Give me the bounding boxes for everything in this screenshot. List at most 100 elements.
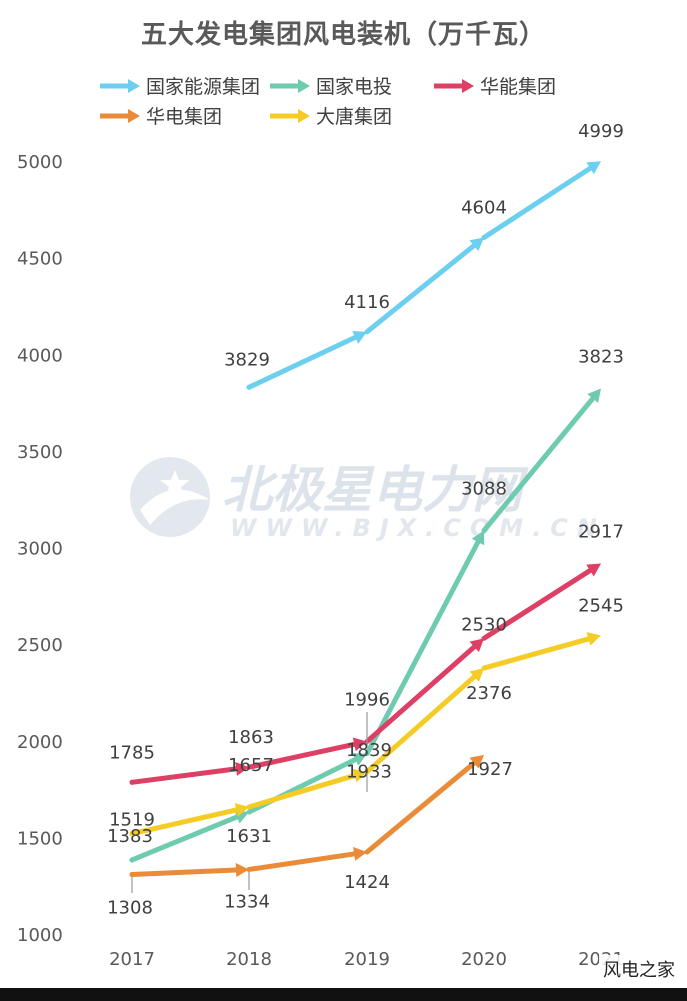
series-start-point [129,831,135,837]
series-arrow-marker [352,768,367,783]
y-tick-label: 4500 [17,249,63,270]
series-arrow-marker [587,388,601,403]
corner-source-label: 风电之家 [599,955,679,983]
legend-arrow-icon [298,79,310,93]
bottom-bar [0,988,687,1001]
legend-item: 国家电投 [270,76,392,98]
data-label: 1631 [226,826,272,847]
watermark-emblem [130,457,210,537]
series-arrow-marker [471,530,485,546]
series-segment [246,334,358,390]
series-segment [364,243,477,335]
y-tick-label: 5000 [17,152,63,173]
y-tick-label: 2500 [17,635,63,656]
series-arrow-marker [469,237,484,252]
legend-arrow-icon [462,79,474,93]
x-tick-label: 2017 [109,949,155,970]
data-label: 4604 [461,198,507,219]
series-segment [246,851,357,872]
data-label: 3088 [461,478,507,499]
series-segment [129,814,240,863]
data-label: 1308 [107,897,153,918]
legend-arrow-icon [128,109,140,123]
series-start-point [129,857,135,863]
series-segment [364,539,481,757]
series-arrow-marker [352,737,367,752]
data-label: 3823 [578,346,624,367]
y-tick-label: 4000 [17,345,63,366]
data-label: 1424 [344,872,390,893]
data-label: 1657 [228,755,274,776]
x-tick-label: 2020 [461,949,507,970]
series-arrow-marker [469,668,484,682]
series-line [129,754,484,878]
data-label: 3829 [224,349,270,370]
plot-area [129,161,601,878]
series-line [129,632,601,837]
series-line [246,161,601,390]
watermark-text: 北极星电力网 [222,461,529,519]
series-segment [246,773,358,810]
legend-arrow-icon [298,109,310,123]
legend-label: 大唐集团 [316,106,392,128]
legend-item: 国家能源集团 [100,76,260,98]
series-segment [129,807,239,837]
legend-arrow-icon [128,79,140,93]
series-segment [246,741,357,770]
series-arrow-marker [235,863,249,878]
series-segment [129,766,239,785]
series-start-point [246,384,252,390]
data-label: 1519 [109,810,155,831]
series-segment [481,395,596,533]
legend-label: 华能集团 [480,76,556,98]
y-tick-label: 3000 [17,539,63,560]
y-tick-label: 1500 [17,828,63,849]
watermark-logo: 北极星电力网 WWW.BJX.COM.CN [130,457,606,542]
legend-item: 华能集团 [434,76,556,98]
series-arrow-marker [586,161,601,175]
series-arrow-marker [235,761,249,776]
data-label: 1785 [109,742,155,763]
series-line [129,563,601,785]
data-label: 1383 [107,826,153,847]
data-label: 1839 [346,740,392,761]
legend-item: 大唐集团 [270,106,392,128]
series-arrow-marker [469,638,484,653]
data-label: 2530 [461,614,507,635]
data-label: 1334 [224,891,270,912]
series-arrow-marker [586,563,601,577]
series-segment [481,568,593,641]
data-label: 1933 [346,762,392,783]
series-segment [364,760,477,855]
data-label: 2545 [578,595,624,616]
series-start-point [129,779,135,785]
series-arrow-marker [353,847,367,861]
legend-label: 国家能源集团 [146,76,260,98]
x-tick-label: 2018 [226,949,272,970]
series-arrow-marker [469,754,484,769]
series-segment [129,867,239,877]
y-axis: 1000 1500 2000 2500 3000 3500 4000 4500 5000 [17,152,63,946]
legend-label: 国家电投 [316,76,392,98]
chart-title: 五大发电集团风电装机（万千瓦） [140,20,546,50]
data-label: 1863 [228,727,274,748]
data-label: 2917 [578,522,624,543]
series-arrow-marker [352,331,367,344]
y-tick-label: 2000 [17,732,63,753]
data-label: 4116 [344,292,390,313]
data-label: 2376 [466,683,512,704]
watermark-url: WWW.BJX.COM.CN [230,514,606,542]
series-segment [364,674,477,775]
series-segment [481,636,591,671]
legend-item: 华电集团 [100,106,222,128]
series-segment [364,644,477,745]
legend-label: 华电集团 [146,106,222,128]
y-tick-label: 3500 [17,442,63,463]
data-label: 1996 [344,690,390,711]
series-line [129,388,601,863]
series-segment [481,165,593,241]
x-axis: 20172018201920202021 [109,949,624,970]
x-tick-label: 2019 [344,949,390,970]
